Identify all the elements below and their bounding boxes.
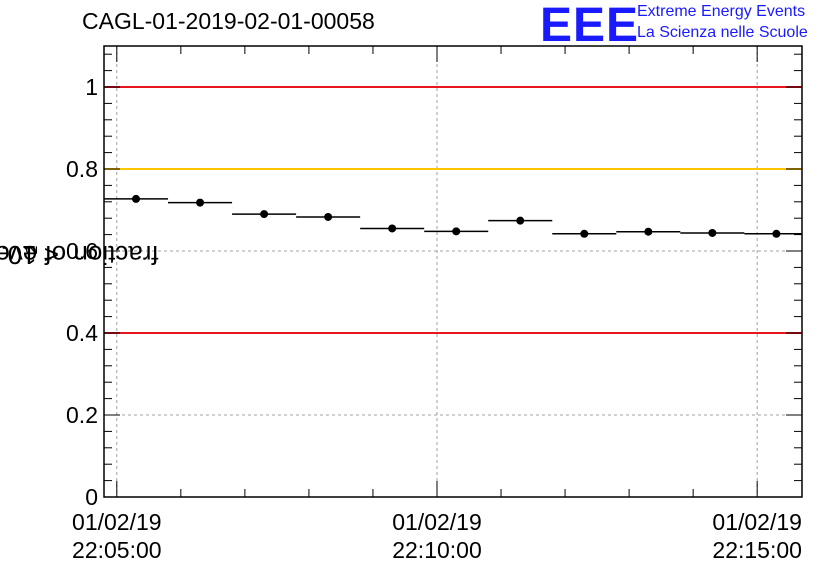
- x-tick-label: 01/02/19 22:05:00: [47, 508, 187, 564]
- x-tick-label: 01/02/19 22:10:00: [367, 508, 507, 564]
- x-tick-time: 22:10:00: [392, 537, 482, 563]
- logo-line-1: Extreme Energy Events: [637, 3, 806, 20]
- logo-line-2: La Scienza nelle Scuole: [637, 24, 808, 41]
- x-tick-date: 01/02/19: [392, 509, 482, 535]
- eee-logo-mark: EEE: [540, 0, 640, 52]
- y-tick-label: 0.6: [66, 238, 98, 264]
- data-point: [772, 229, 781, 238]
- data-point: [452, 227, 461, 236]
- y-tick-label: 0.4: [66, 320, 98, 346]
- data-series: [104, 194, 802, 238]
- y-tick-label: 0.8: [66, 156, 98, 182]
- data-point: [132, 194, 141, 203]
- y-tick-label: 0: [85, 484, 98, 510]
- y-tick-label: 1: [85, 74, 98, 100]
- y-tick-labels: 0 0.2 0.4 0.6 0.8 1: [66, 74, 98, 510]
- data-point: [388, 224, 397, 233]
- x-tick-date: 01/02/19: [712, 509, 802, 535]
- data-point: [260, 210, 269, 219]
- data-point: [324, 212, 333, 221]
- x-tick-date: 01/02/19: [72, 509, 162, 535]
- y-tick-label: 0.2: [66, 402, 98, 428]
- data-point: [516, 216, 525, 225]
- data-point: [644, 227, 653, 236]
- x-tick-label: 01/02/19 22:15:00: [687, 508, 827, 564]
- y-axis-label-post: < 10.0: [0, 239, 60, 270]
- x-tick-time: 22:05:00: [72, 537, 162, 563]
- data-point: [580, 229, 589, 238]
- reference-lines: [104, 86, 802, 334]
- x-tick-time: 22:15:00: [712, 537, 802, 563]
- y-axis-label-text: fraction of events with χ2 < 10.0: [0, 240, 159, 270]
- axis-ticks: [104, 46, 802, 498]
- data-point: [196, 198, 205, 207]
- data-point: [708, 228, 717, 237]
- grid-lines: [104, 46, 802, 497]
- plot-frame: [103, 45, 803, 498]
- chart-title: CAGL-01-2019-02-01-00058: [82, 8, 375, 34]
